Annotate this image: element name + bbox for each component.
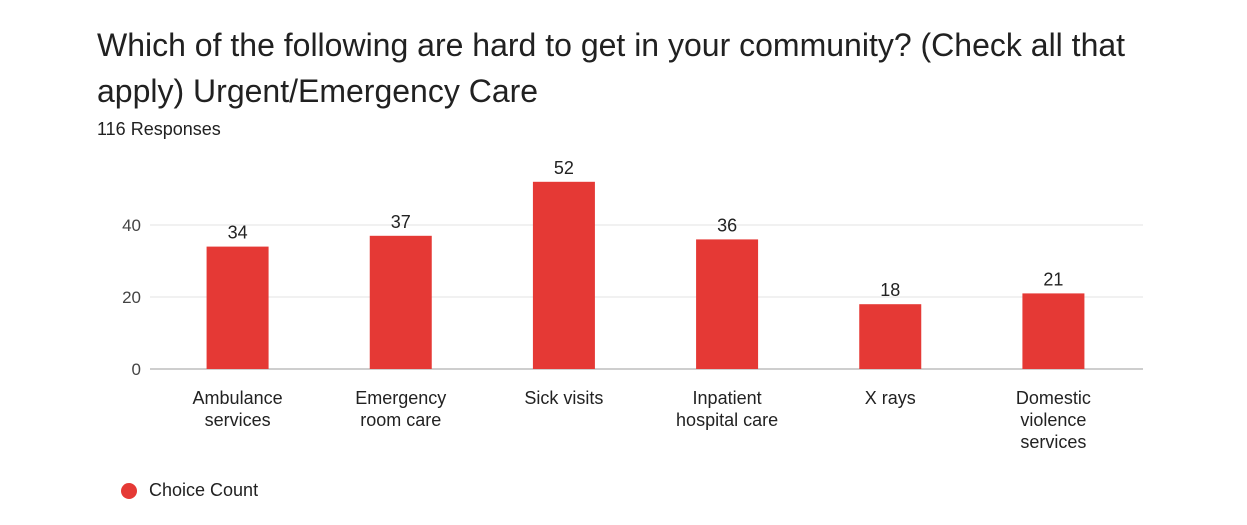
x-tick-label: Ambulance services: [193, 388, 283, 430]
chart-title: Which of the following are hard to get i…: [97, 27, 1126, 109]
legend-label: Choice Count: [149, 480, 259, 500]
data-label: 52: [554, 158, 574, 178]
bar: [859, 304, 922, 369]
x-tick-label: X rays: [865, 388, 916, 408]
x-tick-label: Emergency room care: [355, 388, 446, 430]
response-count: 116 Responses: [97, 119, 221, 139]
bar: [206, 246, 269, 369]
y-tick-label: 40: [122, 216, 141, 235]
data-label: 18: [880, 280, 900, 300]
legend-swatch: [121, 482, 137, 499]
data-label: 34: [228, 223, 248, 243]
data-label: 21: [1043, 269, 1063, 289]
bar: [696, 239, 759, 369]
bar: [369, 235, 432, 369]
data-label: 36: [717, 215, 737, 235]
legend: Choice Count: [121, 480, 258, 501]
y-tick-label: 0: [132, 360, 141, 379]
y-tick-label: 20: [122, 288, 141, 307]
x-tick-label: Sick visits: [524, 388, 603, 408]
data-label: 37: [391, 212, 411, 232]
x-tick-label: Inpatient hospital care: [676, 388, 778, 430]
bar: [1022, 293, 1085, 369]
bar: [532, 181, 595, 369]
x-tick-label: Domestic violence services: [1016, 388, 1091, 452]
